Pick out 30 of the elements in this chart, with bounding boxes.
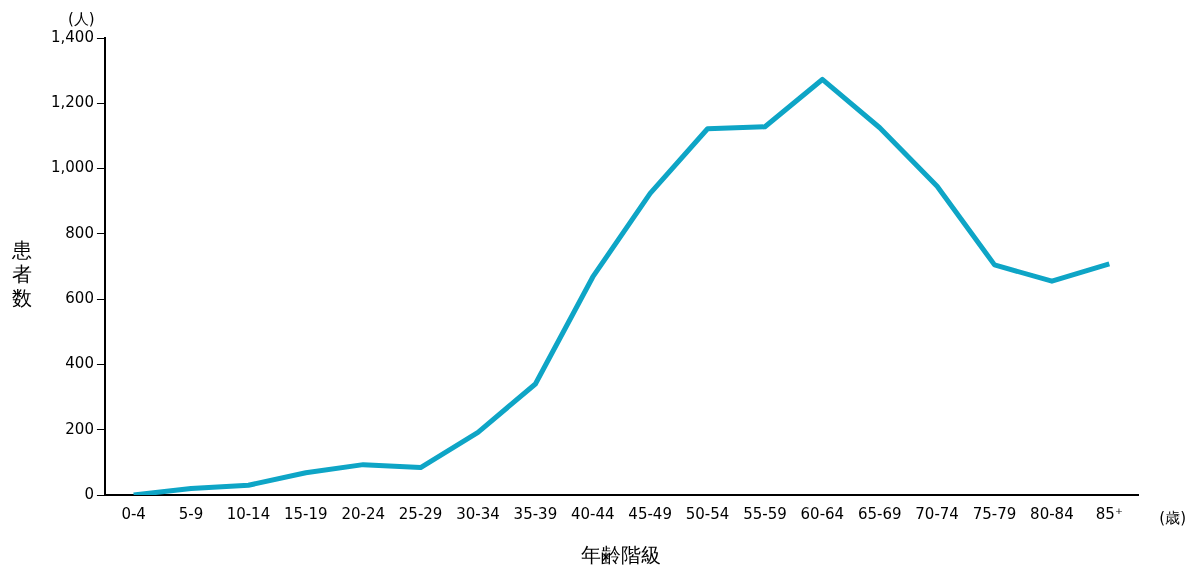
text: (人): [68, 10, 95, 29]
y-tick-label: 200: [65, 419, 94, 438]
x-tick-label: 85⁺: [1095, 504, 1123, 523]
text: (歳): [1159, 509, 1186, 528]
x-axis-title: 年齢階級: [581, 543, 662, 568]
x-tick-label: 25-29: [398, 504, 443, 523]
x-tick-label: 75-79: [972, 504, 1017, 523]
y-tick-label: 1,200: [50, 93, 94, 112]
x-tick-label: 5-9: [178, 504, 204, 523]
y-axis-title: 患者数: [11, 238, 33, 310]
x-tick-label: 80-84: [1030, 504, 1074, 523]
x-tick-label: 50-54: [685, 504, 730, 523]
x-tick-label: 65-69: [857, 504, 902, 523]
x-tick-label: 0-4: [121, 504, 146, 523]
x-tick-label: 60-64: [800, 504, 845, 523]
y-tick-label: 800: [65, 223, 94, 242]
x-tick-label: 55-59: [743, 504, 787, 523]
x-tick-label: 35-39: [513, 504, 558, 523]
x-tick-label: 20-24: [341, 504, 385, 523]
x-tick-label: 15-19: [284, 504, 328, 523]
y-tick-label: 1,000: [50, 158, 94, 177]
x-tick-label: 45-49: [628, 504, 672, 523]
x-tick-label: 70-74: [915, 504, 959, 523]
x-tick-label: 10-14: [226, 504, 271, 523]
y-tick-label: 0: [84, 484, 94, 503]
y-tick-label: 400: [65, 354, 94, 373]
y-tick-label: 600: [65, 289, 94, 308]
x-tick-label: 30-34: [456, 504, 500, 523]
x-tick-label: 40-44: [570, 504, 615, 523]
y-tick-label: 1,400: [50, 27, 94, 46]
